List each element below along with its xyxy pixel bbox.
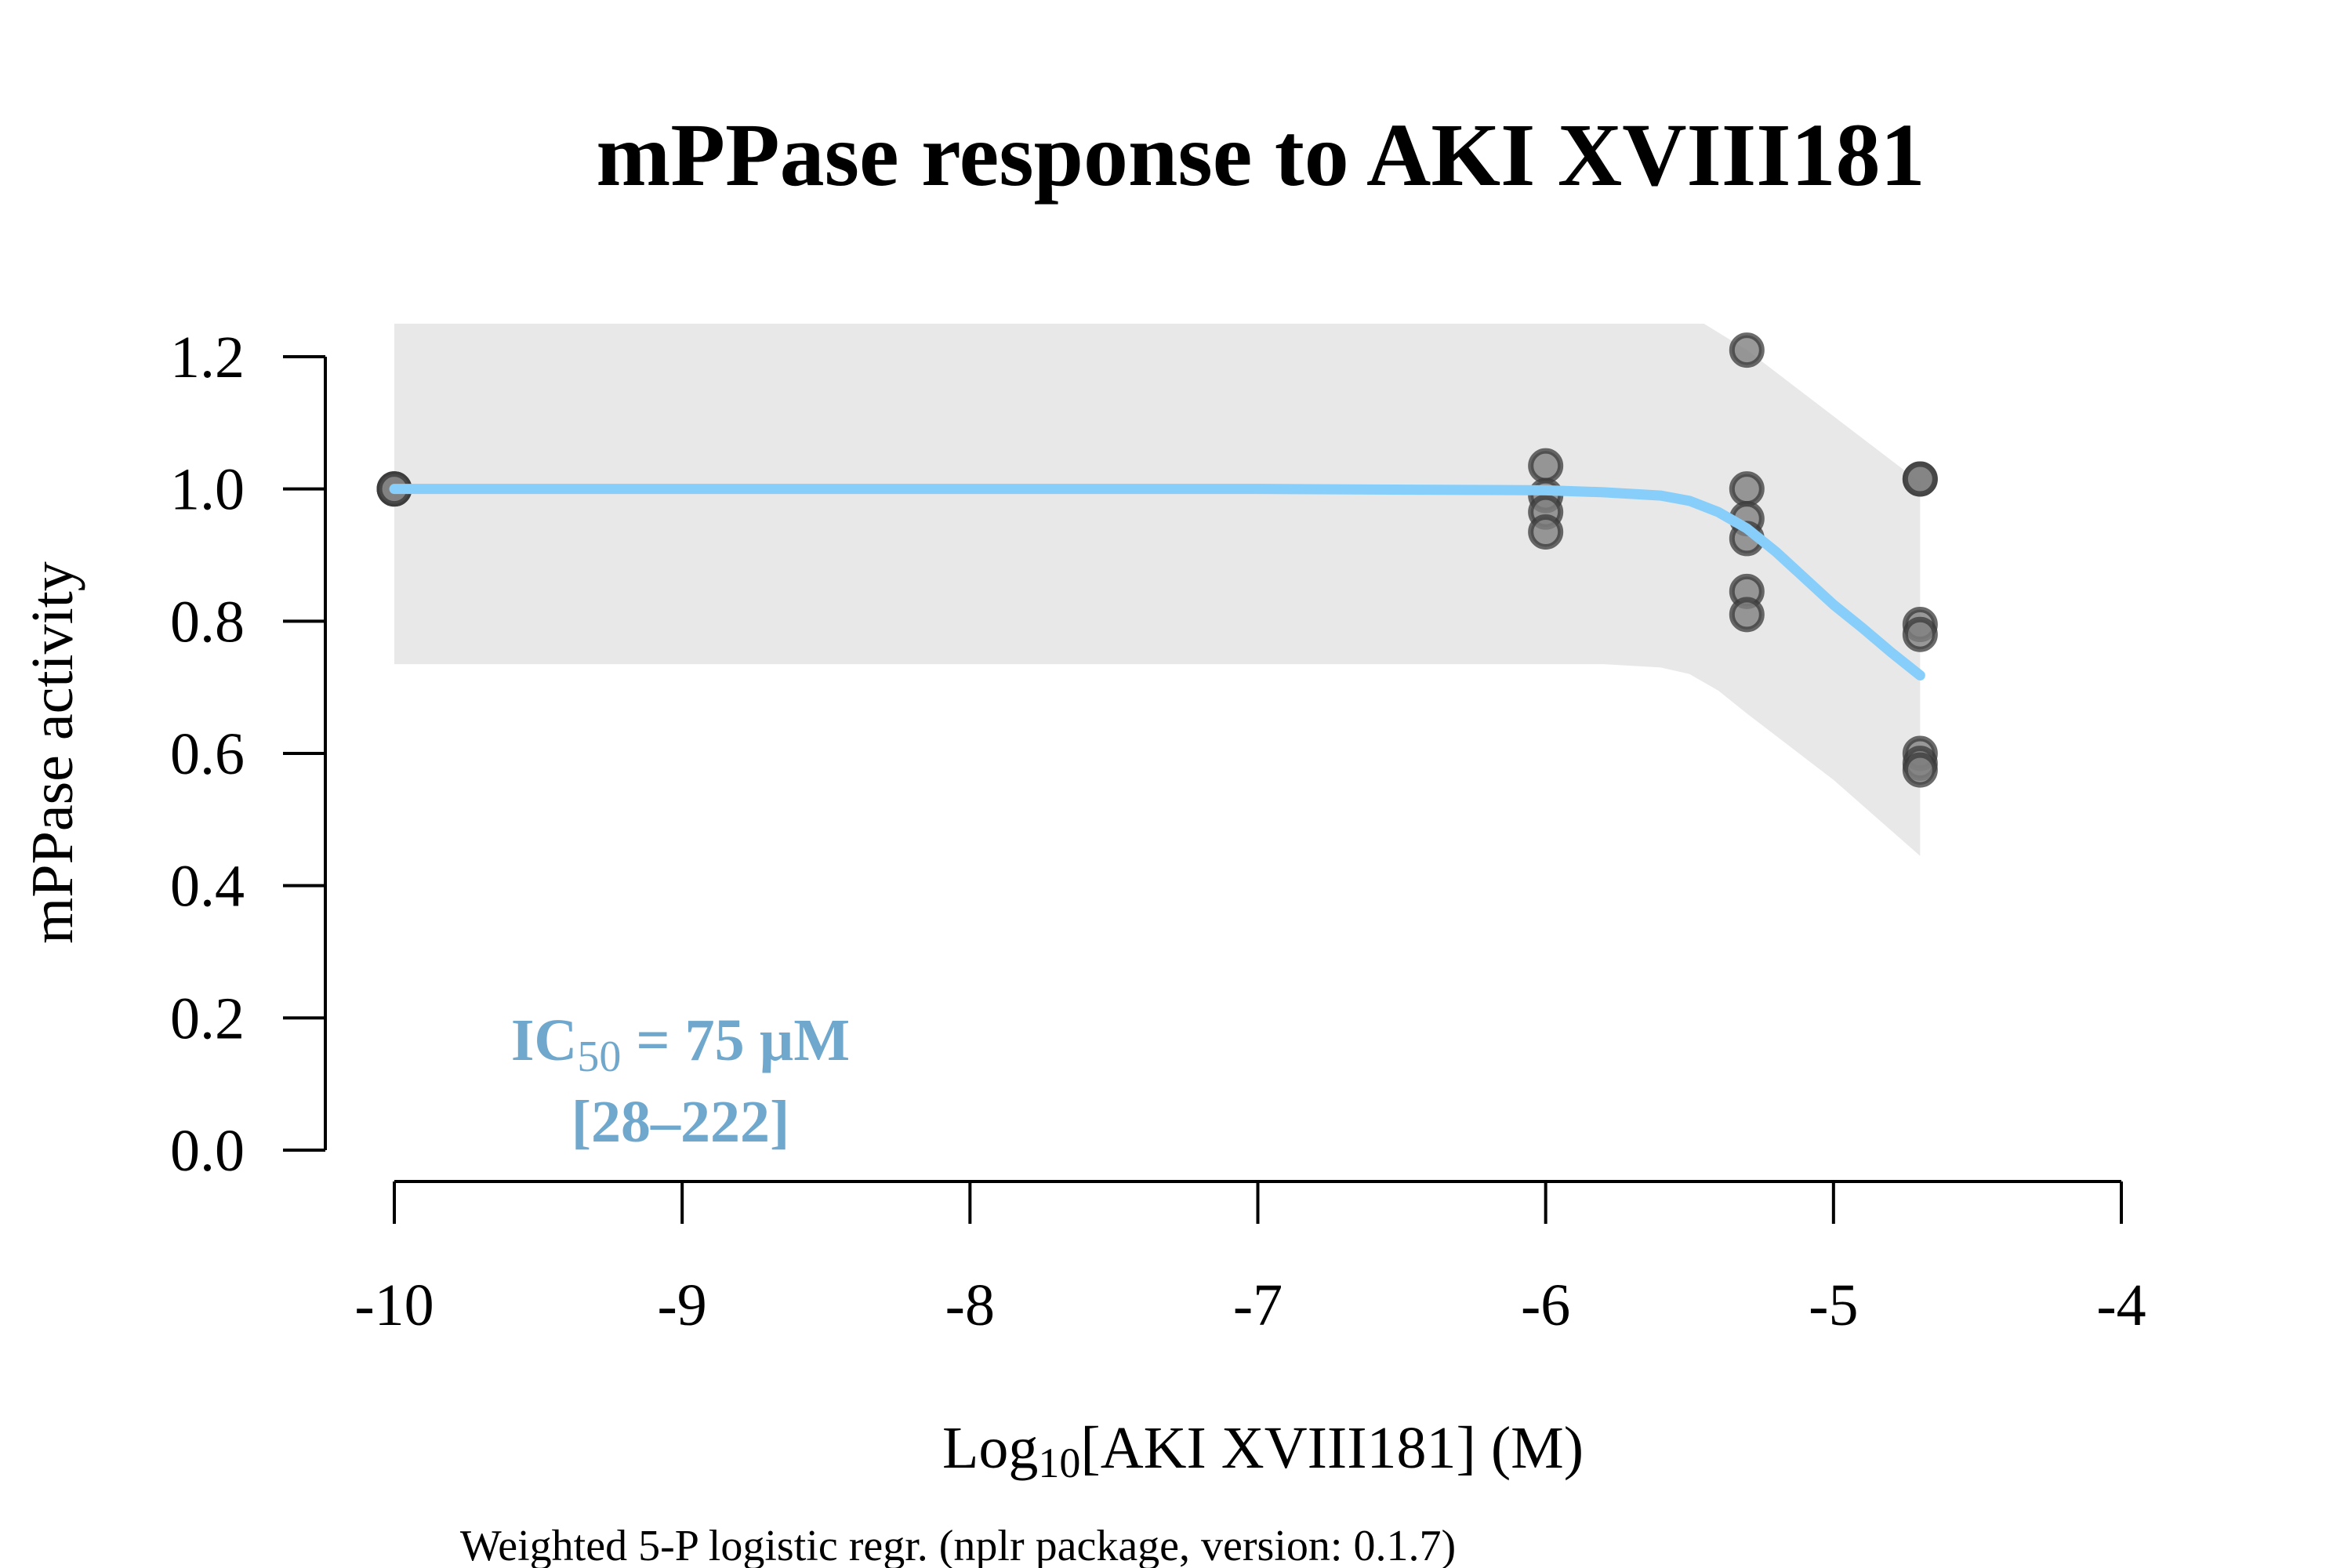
data-point [1729,471,1765,507]
ic50-confidence-interval: [28–222] [571,1089,790,1155]
ic50-prefix: IC [511,1007,577,1073]
data-point [1528,448,1564,484]
data-point [1528,514,1564,550]
y-tick-label: 0.8 [170,589,245,655]
x-tick-label: -7 [1233,1272,1283,1338]
x-axis-label-prefix: Log [942,1415,1038,1481]
ic50-subscript: 50 [577,1033,621,1081]
data-point [1902,752,1938,788]
y-tick-label: 0.6 [170,721,245,787]
x-tick-label: -8 [945,1272,995,1338]
y-tick-label: 0.2 [170,985,245,1051]
data-point [1729,332,1765,368]
chart-title: mPPase response to AKI XVIII181 [596,105,1925,205]
data-point [1729,597,1765,633]
y-tick-label: 1.2 [170,325,245,390]
axes-layer: 0.0 0.2 0.4 0.6 0.8 1.0 1.2 -10 -9 -8 -7 -6 -5 -4 [170,325,2146,1338]
x-tick-label: -9 [658,1272,707,1338]
fit-curve-layer [389,484,1925,681]
x-tick-label: -6 [1521,1272,1570,1338]
y-tick-label: 1.0 [170,457,245,523]
x-axis-label-suffix: [AKI XVIII181] (M) [1080,1415,1584,1481]
confidence-band [394,323,1921,856]
x-tick-label: -10 [354,1272,434,1338]
x-axis-label: Log10[AKI XVIII181] (M) [942,1415,1584,1486]
data-point [1902,616,1938,652]
x-tick-label: -5 [1809,1272,1858,1338]
x-axis-label-subscript: 10 [1038,1439,1080,1486]
chart-caption: Weighted 5-P logistic regr. (nplr packag… [460,1522,1456,1568]
data-point [1902,461,1938,497]
y-tick-label: 0.4 [170,854,245,920]
y-tick-label: 0.0 [170,1118,245,1184]
ic50-annotation: IC50 = 75 µM [28–222] [511,1007,850,1155]
ic50-value: IC50 = 75 µM [511,1007,850,1081]
y-axis-label: mPPase activity [20,561,85,944]
ic50-suffix: = 75 µM [621,1007,850,1073]
confidence-band-layer [394,323,1921,856]
fit-curve [389,484,1925,681]
x-tick-label: -4 [2096,1272,2146,1338]
